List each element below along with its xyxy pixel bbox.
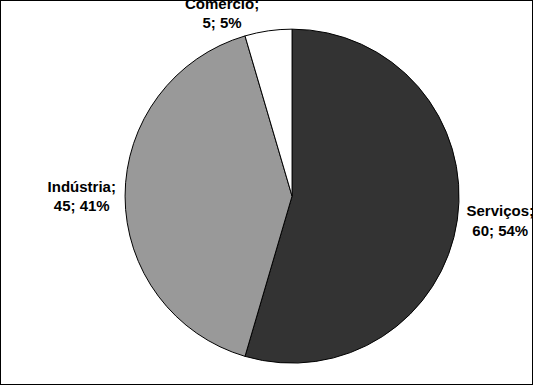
svg-text:Indústria;45; 41%: Indústria;45; 41% bbox=[48, 178, 116, 215]
svg-text:Comércio;5; 5%: Comércio;5; 5% bbox=[185, 1, 259, 31]
svg-text:Serviços;60; 54%: Serviços;60; 54% bbox=[466, 202, 532, 239]
